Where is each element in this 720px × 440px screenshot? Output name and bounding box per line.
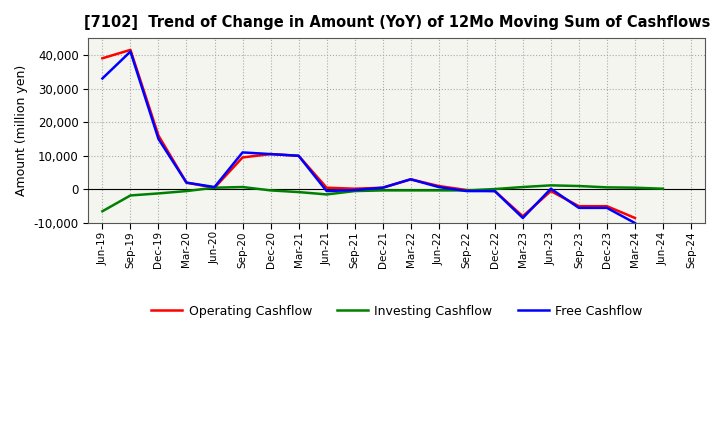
Free Cashflow: [575, 205, 583, 210]
Free Cashflow: [154, 136, 163, 142]
Operating Cashflow: [182, 180, 191, 185]
Operating Cashflow: [238, 155, 247, 160]
Investing Cashflow: [154, 191, 163, 196]
Free Cashflow: [379, 185, 387, 191]
Investing Cashflow: [518, 184, 527, 190]
Investing Cashflow: [490, 187, 499, 192]
Operating Cashflow: [631, 215, 639, 220]
Free Cashflow: [266, 151, 275, 157]
Operating Cashflow: [434, 183, 443, 189]
Free Cashflow: [182, 180, 191, 185]
Investing Cashflow: [266, 188, 275, 193]
Operating Cashflow: [379, 185, 387, 191]
Operating Cashflow: [98, 55, 107, 61]
Investing Cashflow: [126, 193, 135, 198]
Free Cashflow: [294, 153, 303, 158]
Free Cashflow: [603, 205, 611, 210]
Operating Cashflow: [266, 151, 275, 157]
Operating Cashflow: [575, 204, 583, 209]
Investing Cashflow: [631, 185, 639, 191]
Operating Cashflow: [546, 188, 555, 194]
Free Cashflow: [126, 49, 135, 54]
Investing Cashflow: [294, 190, 303, 195]
Operating Cashflow: [126, 47, 135, 52]
Line: Free Cashflow: Free Cashflow: [102, 51, 635, 223]
Investing Cashflow: [659, 186, 667, 191]
Free Cashflow: [406, 177, 415, 182]
Legend: Operating Cashflow, Investing Cashflow, Free Cashflow: Operating Cashflow, Investing Cashflow, …: [146, 300, 647, 323]
Free Cashflow: [518, 215, 527, 220]
Line: Operating Cashflow: Operating Cashflow: [102, 50, 635, 218]
Free Cashflow: [351, 187, 359, 193]
Investing Cashflow: [238, 184, 247, 190]
Operating Cashflow: [603, 204, 611, 209]
Operating Cashflow: [406, 177, 415, 182]
Free Cashflow: [546, 186, 555, 191]
Free Cashflow: [238, 150, 247, 155]
Investing Cashflow: [575, 183, 583, 189]
Investing Cashflow: [546, 183, 555, 188]
Investing Cashflow: [210, 185, 219, 191]
Line: Investing Cashflow: Investing Cashflow: [102, 185, 663, 211]
Investing Cashflow: [182, 188, 191, 194]
Investing Cashflow: [434, 188, 443, 193]
Free Cashflow: [98, 76, 107, 81]
Free Cashflow: [462, 188, 471, 194]
Operating Cashflow: [518, 214, 527, 219]
Investing Cashflow: [406, 188, 415, 193]
Free Cashflow: [490, 188, 499, 194]
Y-axis label: Amount (million yen): Amount (million yen): [15, 65, 28, 196]
Investing Cashflow: [379, 188, 387, 193]
Investing Cashflow: [462, 188, 471, 193]
Operating Cashflow: [154, 133, 163, 138]
Investing Cashflow: [323, 192, 331, 197]
Title: [7102]  Trend of Change in Amount (YoY) of 12Mo Moving Sum of Cashflows: [7102] Trend of Change in Amount (YoY) o…: [84, 15, 710, 30]
Operating Cashflow: [462, 187, 471, 193]
Free Cashflow: [631, 220, 639, 226]
Operating Cashflow: [351, 186, 359, 191]
Operating Cashflow: [323, 185, 331, 191]
Operating Cashflow: [294, 153, 303, 158]
Operating Cashflow: [490, 188, 499, 194]
Investing Cashflow: [351, 188, 359, 194]
Free Cashflow: [323, 188, 331, 194]
Investing Cashflow: [98, 209, 107, 214]
Operating Cashflow: [210, 185, 219, 191]
Investing Cashflow: [603, 185, 611, 190]
Free Cashflow: [210, 184, 219, 190]
Free Cashflow: [434, 184, 443, 190]
